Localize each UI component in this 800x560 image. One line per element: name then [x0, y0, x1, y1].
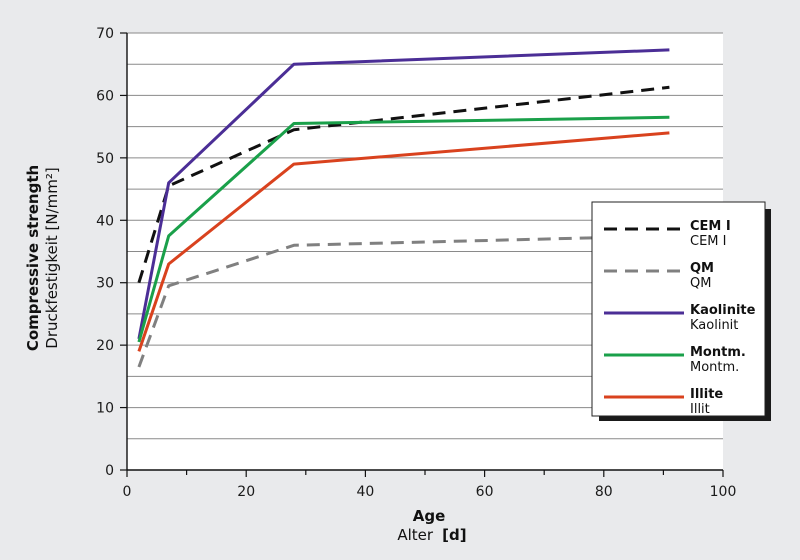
y-axis-label: Compressive strength	[24, 165, 42, 351]
legend-sublabel: QM	[690, 276, 711, 291]
tick-labels: 0 10 20 30 40 50 60 70 0 20 40 60 80 100	[96, 26, 736, 500]
series-line-illit	[137, 131, 670, 352]
legend-sublabel: Illit	[690, 402, 710, 417]
y-tick-label: 0	[105, 463, 114, 479]
series-lines	[137, 48, 670, 368]
axes	[120, 32, 724, 477]
y-tick-label: 10	[96, 401, 114, 417]
x-axis-sublabel-text: Alter	[397, 526, 434, 544]
y-tick-label: 60	[96, 88, 114, 104]
y-axis-sublabel: Druckfestigkeit [N/mm²]	[43, 167, 61, 348]
grid-lines	[127, 32, 723, 440]
x-axis-label: Age	[413, 507, 446, 525]
series-line-kaolinit	[137, 48, 670, 340]
x-axis-title: Age Alter [d]	[397, 507, 466, 544]
y-axis-title: Compressive strength Druckfestigkeit [N/…	[24, 165, 61, 351]
legend-sublabel: Kaolinit	[690, 318, 738, 333]
x-tick-label: 60	[476, 484, 494, 500]
y-tick-label: 40	[96, 213, 114, 229]
y-tick-label: 70	[96, 26, 114, 42]
legend-label: Illite	[690, 387, 723, 402]
x-tick-label: 80	[595, 484, 613, 500]
x-tick-label: 40	[356, 484, 374, 500]
legend-box	[591, 201, 766, 417]
y-tick-label: 30	[96, 276, 114, 292]
legend-label: QM	[690, 261, 714, 276]
legend-sublabel: CEM I	[690, 234, 726, 249]
series-line-cem-i	[137, 85, 670, 284]
legend-label: Kaolinite	[690, 303, 756, 318]
series-line-qm	[137, 234, 670, 368]
x-tick-label: 100	[710, 484, 737, 500]
legend-label: CEM I	[690, 219, 731, 234]
x-axis-unit: [d]	[442, 526, 466, 544]
series-line-montm	[137, 115, 670, 343]
legend-label: Montm.	[690, 345, 746, 360]
y-tick-label: 50	[96, 151, 114, 167]
x-axis-sublabel: Alter [d]	[397, 525, 466, 544]
y-tick-label: 20	[96, 338, 114, 354]
legend-sublabel: Montm.	[690, 360, 739, 375]
x-tick-label: 20	[237, 484, 255, 500]
x-tick-label: 0	[123, 484, 132, 500]
